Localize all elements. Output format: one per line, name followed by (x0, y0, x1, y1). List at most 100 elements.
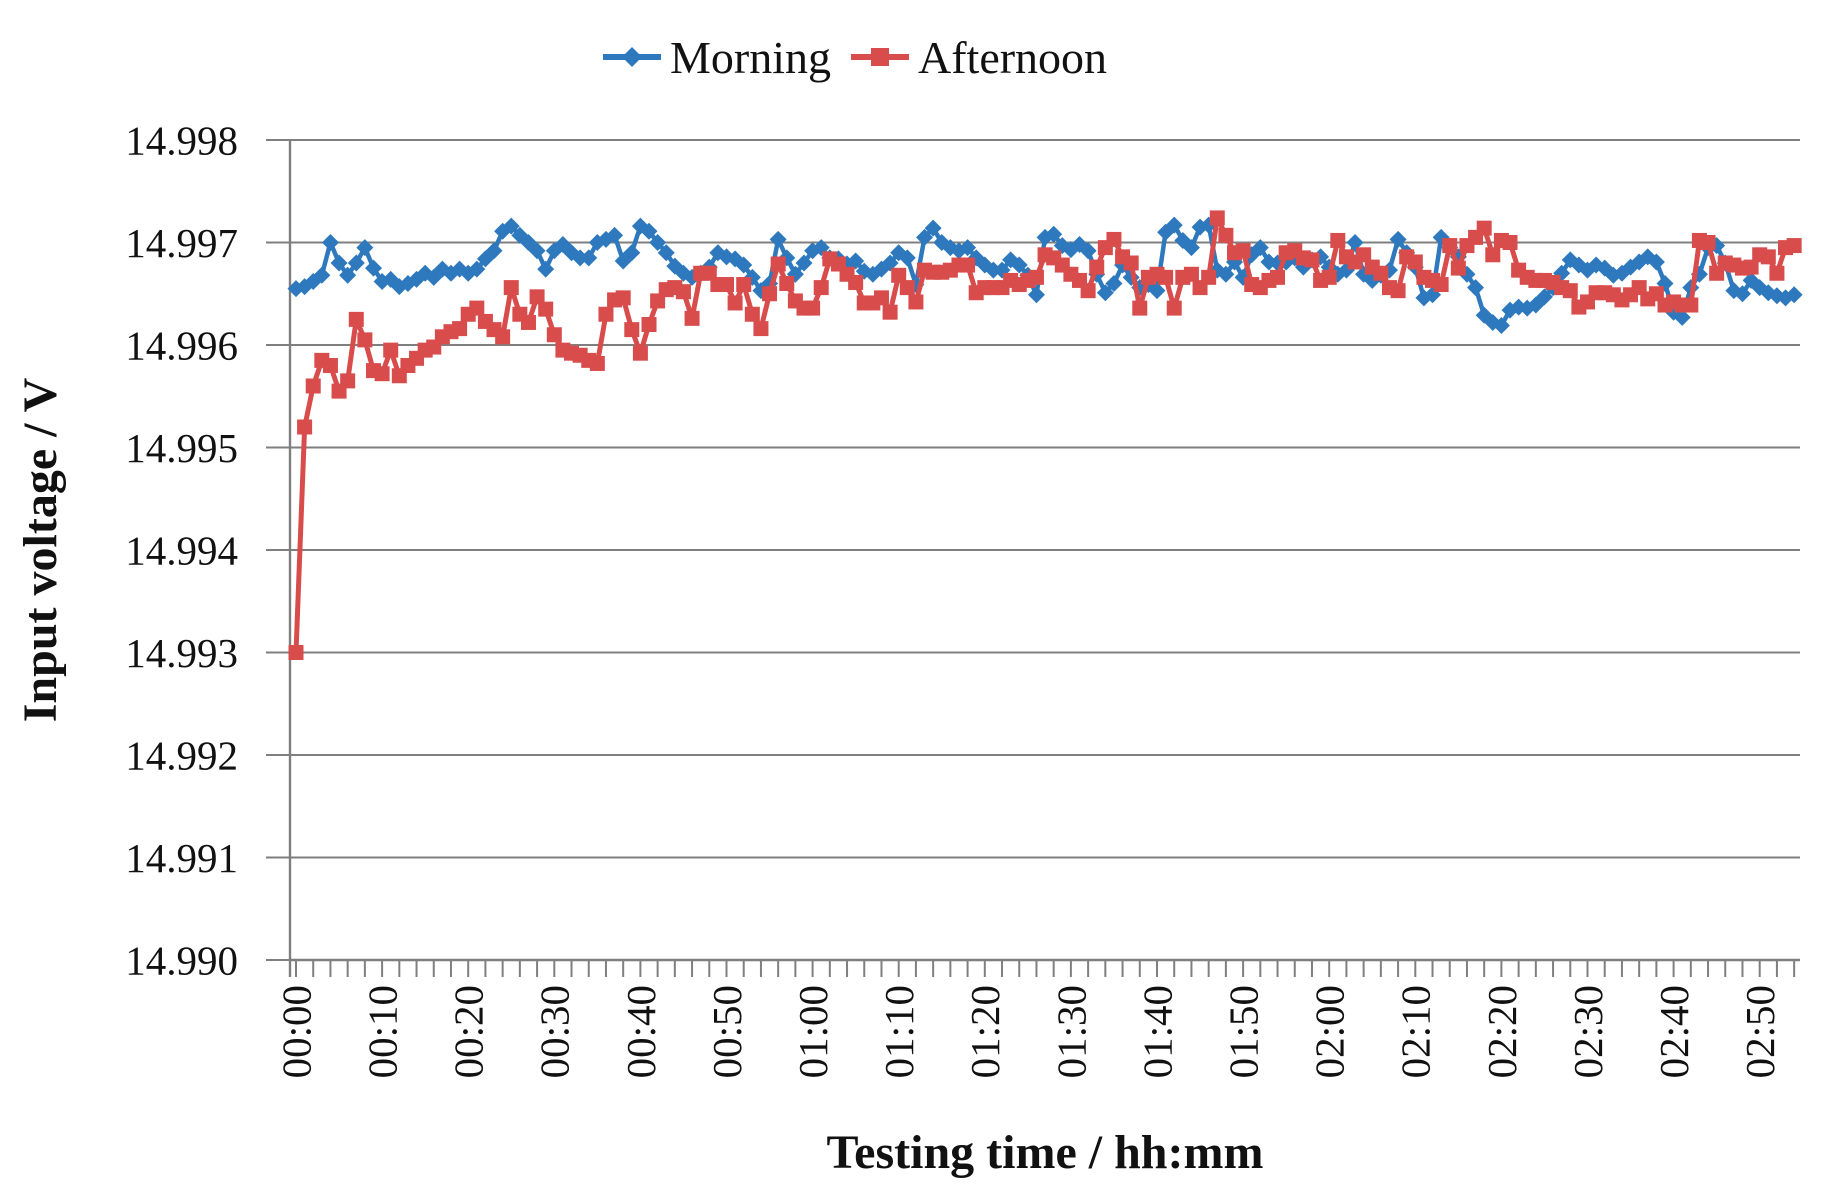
afternoon-marker (744, 306, 760, 322)
morning-marker (571, 249, 589, 267)
y-tick-label: 14.995 (125, 425, 238, 471)
afternoon-marker (1476, 220, 1492, 236)
morning-marker (1045, 225, 1063, 243)
afternoon-marker (1218, 227, 1234, 243)
afternoon-marker (1166, 300, 1182, 316)
afternoon-marker (736, 277, 752, 293)
afternoon-marker (882, 304, 898, 320)
y-axis-title: Input voltage / V (14, 377, 67, 722)
afternoon-marker (1407, 254, 1423, 270)
afternoon-marker (1270, 269, 1286, 285)
morning-marker (916, 228, 934, 246)
afternoon-marker (1235, 243, 1251, 259)
x-tick-label: 00:40 (618, 985, 664, 1078)
afternoon-marker (529, 289, 545, 305)
afternoon-marker (288, 645, 304, 660)
morning-marker (364, 259, 382, 277)
morning-marker (1733, 285, 1751, 303)
afternoon-marker (1683, 297, 1699, 313)
morning-marker (959, 239, 977, 257)
legend-label-morning: Morning (670, 32, 831, 83)
afternoon-marker (641, 317, 657, 332)
afternoon-marker (1080, 283, 1096, 299)
afternoon-marker (753, 321, 769, 337)
afternoon-marker (1390, 283, 1406, 299)
x-tick-label: 01:30 (1048, 985, 1094, 1078)
x-tick-label: 01:40 (1134, 985, 1180, 1078)
afternoon-marker (1631, 280, 1647, 296)
morning-marker (1251, 239, 1269, 257)
afternoon-marker (770, 256, 786, 272)
afternoon-marker (1760, 249, 1776, 265)
x-axis-ticks (295, 960, 1796, 977)
morning-marker (795, 254, 813, 272)
morning-marker (537, 260, 555, 278)
afternoon-marker (1442, 238, 1458, 254)
afternoon-marker (1132, 300, 1148, 316)
morning-marker (528, 242, 546, 260)
morning-marker (330, 254, 348, 272)
y-tick-label: 14.991 (125, 835, 238, 881)
morning-marker (924, 219, 942, 237)
morning-marker (1785, 286, 1803, 304)
morning-marker (1673, 308, 1691, 326)
morning-marker (502, 217, 520, 235)
afternoon-marker (650, 293, 666, 309)
afternoon-marker (348, 311, 364, 327)
morning-marker (735, 256, 753, 274)
morning-marker (468, 260, 486, 278)
afternoon-marker (520, 314, 536, 330)
afternoon-marker (1158, 269, 1174, 285)
x-tick-label: 00:30 (532, 985, 578, 1078)
morning-marker (1105, 275, 1123, 292)
morning-marker (649, 234, 667, 251)
afternoon-marker (340, 373, 356, 389)
afternoon-marker (1123, 255, 1139, 271)
afternoon-marker (1450, 260, 1466, 276)
afternoon-marker (1502, 235, 1518, 250)
x-tick-label: 02:30 (1565, 985, 1611, 1078)
morning-marker (640, 222, 658, 240)
afternoon-marker (1028, 269, 1044, 285)
afternoon-marker (960, 257, 976, 273)
afternoon-marker (357, 332, 373, 348)
x-tick-label: 01:10 (876, 985, 922, 1078)
morning-marker (1165, 216, 1183, 234)
morning-marker (339, 266, 357, 284)
afternoon-marker (1304, 252, 1320, 268)
afternoon-marker (805, 300, 821, 316)
morning-marker (1217, 265, 1235, 283)
afternoon-marker (1321, 269, 1337, 285)
afternoon-marker (589, 355, 605, 371)
afternoon-marker (383, 342, 399, 358)
afternoon-marker (305, 378, 321, 394)
morning-marker (898, 249, 916, 267)
afternoon-marker (891, 267, 907, 283)
afternoon-marker (1330, 232, 1346, 248)
morning-marker (984, 261, 1002, 279)
y-tick-label: 14.993 (125, 630, 238, 676)
afternoon-marker (719, 277, 734, 293)
morning-marker (1027, 286, 1045, 304)
y-tick-label: 14.997 (125, 220, 238, 266)
afternoon-marker (1373, 265, 1389, 281)
morning-marker (1346, 234, 1364, 251)
afternoon-marker (452, 321, 468, 337)
afternoon-marker (1356, 247, 1372, 263)
afternoon-marker (1648, 286, 1664, 302)
afternoon-marker (538, 301, 554, 317)
morning-marker (1079, 242, 1097, 260)
afternoon-marker (1485, 247, 1501, 263)
morning-marker-icon (622, 47, 642, 67)
afternoon-marker (503, 280, 519, 296)
afternoon-marker (632, 345, 648, 361)
afternoon-marker (1183, 266, 1199, 282)
afternoon-marker (624, 322, 640, 338)
series-afternoon (288, 210, 1802, 660)
morning-marker (321, 234, 339, 251)
afternoon-marker (873, 290, 889, 306)
afternoon-marker (908, 294, 924, 310)
morning-marker (580, 249, 598, 267)
